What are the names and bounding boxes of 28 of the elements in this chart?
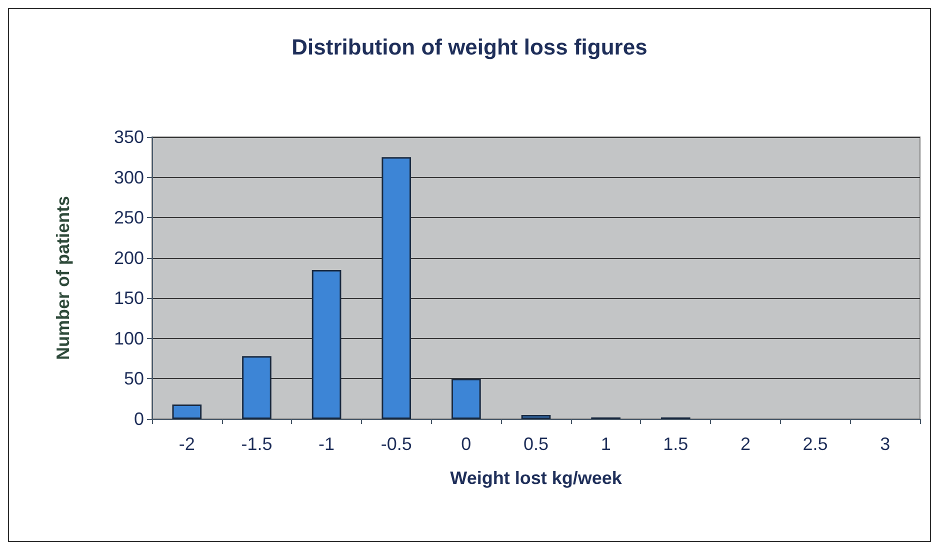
y-tick-label: 200 [114,248,144,268]
x-tick-label: 0.5 [523,434,549,454]
x-tick-label: 0 [461,434,472,454]
x-tick-label: 2.5 [802,434,828,454]
y-tick-label: 50 [124,368,144,389]
x-axis-title: Weight lost kg/week [450,468,623,488]
y-tick-label: 0 [134,409,144,429]
y-tick-label: 150 [114,288,144,308]
x-tick-label: -1.5 [241,434,272,454]
bar [452,378,481,419]
y-tick-label: 350 [114,127,144,147]
x-tick-label: -2 [178,434,195,454]
x-tick-label: 1.5 [663,434,688,454]
bar [521,414,551,419]
y-axis-title: Number of patients [53,196,73,360]
y-tick-label: 300 [114,167,144,188]
x-tick-label: 3 [880,434,890,454]
y-tick-label: 250 [114,208,144,228]
bar [382,157,412,419]
bar [312,270,342,419]
x-tick-label: -1 [318,434,335,454]
bar [242,356,272,419]
x-tick-label: 1 [600,434,611,454]
x-tick-label: 2 [740,434,750,454]
chart-title: Distribution of weight loss figures [292,34,648,60]
x-tick-label: -0.5 [380,434,412,454]
bar [172,404,202,419]
y-tick-label: 100 [114,328,144,348]
